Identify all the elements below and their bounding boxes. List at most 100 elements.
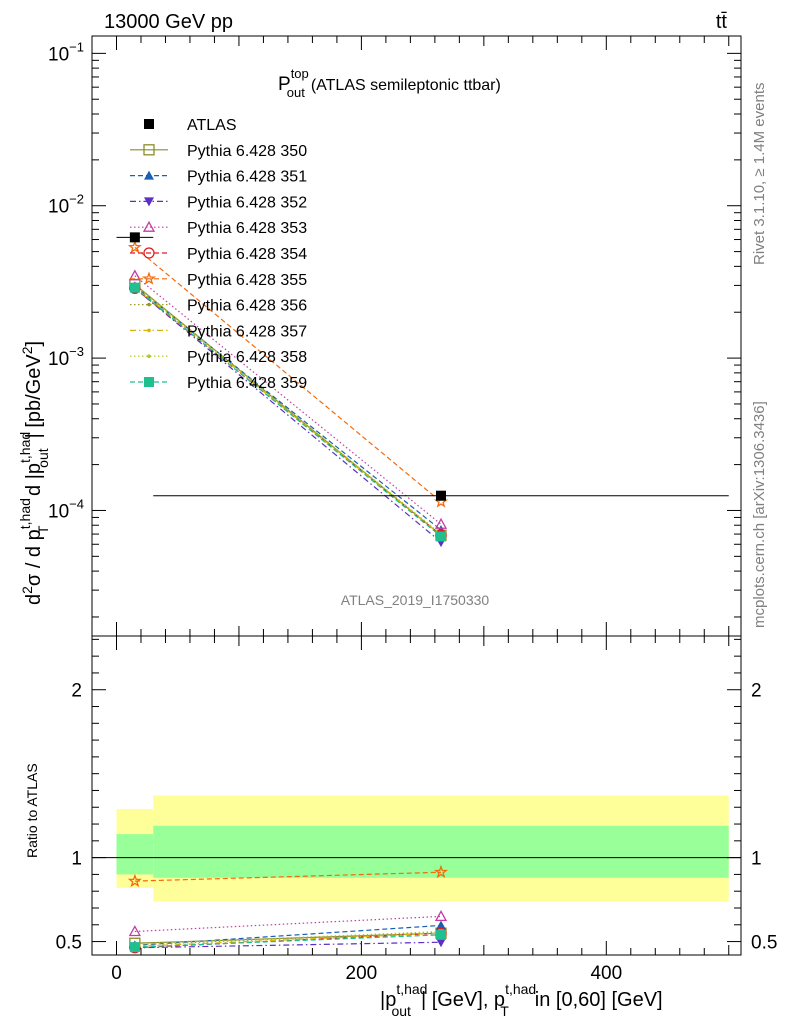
main-y-tick-label: 10−3 (48, 344, 84, 370)
legend-item-8: Pythia 6.428 358 (130, 349, 307, 366)
x-tick-label: 400 (590, 963, 622, 984)
ratio-series-line (134, 931, 442, 946)
band-inner-0 (116, 834, 154, 875)
main-title-symbol: P (278, 74, 291, 95)
main-series-line (134, 275, 442, 525)
ratio-axis-ticks: 0.5 0.5 1 1 2 2 (56, 638, 777, 954)
ratio-panel-frame (91, 635, 742, 956)
main-title-sub: out (287, 85, 305, 100)
main-series-8 (133, 283, 443, 536)
legend-marker (144, 377, 154, 387)
ratio-y-axis-label: Ratio to ATLAS (24, 763, 40, 858)
main-series-point (129, 282, 140, 293)
legend-marker (142, 220, 156, 232)
atlas-data-points (116, 232, 729, 501)
ratio-series-point (435, 929, 446, 940)
legend-item-1: Pythia 6.428 351 (130, 169, 307, 186)
main-series-point (434, 517, 448, 529)
ratio-series-point (433, 864, 449, 879)
legend-item-3: Pythia 6.428 353 (130, 220, 307, 237)
ratio-y-tick-label: 2 (71, 681, 82, 702)
ratio-y-tick-label-right: 0.5 (751, 933, 777, 954)
legend-label: Pythia 6.428 351 (187, 169, 307, 186)
x-tick-label: 200 (346, 963, 378, 984)
ratio-series-point (128, 925, 141, 937)
legend-marker (144, 170, 154, 180)
ratio-series-line (134, 871, 442, 882)
legend-item-5: Pythia 6.428 355 (130, 271, 307, 289)
legend-marker (147, 302, 151, 307)
atlas-data-point (129, 232, 140, 243)
header-process-label: tt̄ (716, 11, 728, 33)
ratio-y-tick-label-right: 1 (751, 849, 762, 870)
legend-item-7: Pythia 6.428 357 (130, 323, 307, 340)
band-inner-1 (153, 825, 729, 878)
main-axis-ticks: 10−4 10−3 10−2 10−1 (48, 39, 741, 618)
main-series-9 (129, 282, 446, 542)
ratio-series-9 (129, 929, 446, 953)
ratio-series-point (435, 938, 446, 948)
legend-item-0: Pythia 6.428 350 (130, 143, 307, 160)
main-title: Ptop out (ATLAS semileptonic ttbar) (278, 66, 501, 100)
x-axis-ticks: 0 200 400 (111, 36, 730, 984)
legend-item-4: Pythia 6.428 354 (130, 246, 307, 263)
main-y-tick-label: 10−4 (48, 496, 84, 522)
main-series-point (127, 240, 142, 254)
legend-marker (143, 247, 155, 259)
atlas-data-point (435, 490, 446, 501)
ratio-series-lines (127, 864, 449, 954)
legend-item-atlas: ATLAS (144, 117, 237, 134)
analysis-id: ATLAS_2019_I1750330 (341, 592, 490, 608)
main-series-6 (133, 284, 443, 537)
legend-label: Pythia 6.428 358 (187, 349, 307, 366)
main-series-point (128, 269, 141, 281)
legend: ATLAS Pythia 6.428 350 Pythia 6.428 351 Pyt… (130, 117, 307, 392)
legend-label: Pythia 6.428 359 (187, 375, 307, 392)
ratio-y-tick-label: 1 (71, 849, 82, 870)
rivet-version-label: Rivet 3.1.10, ≥ 1.4M events (751, 83, 768, 266)
main-series-3 (128, 269, 448, 529)
main-series-line (134, 287, 442, 543)
main-series-point (435, 531, 446, 542)
main-series-line (134, 284, 442, 535)
legend-label: Pythia 6.428 352 (187, 194, 307, 211)
legend-marker (144, 197, 154, 207)
legend-label: Pythia 6.428 353 (187, 220, 307, 237)
ratio-series-line (134, 941, 442, 949)
ratio-y-tick-label: 0.5 (56, 933, 82, 954)
legend-marker (143, 144, 155, 156)
ratio-series-5 (127, 864, 449, 888)
legend-marker (141, 271, 157, 285)
main-series-line (134, 246, 442, 503)
legend-item-9: Pythia 6.428 359 (130, 375, 307, 392)
main-y-tick-label: 10−2 (48, 192, 84, 218)
legend-label: Pythia 6.428 355 (187, 272, 307, 289)
main-series-lines (116, 232, 729, 548)
main-y-tick-label: 10−1 (48, 39, 84, 65)
legend-label-atlas: ATLAS (187, 117, 237, 134)
ratio-uncertainty-bands (92, 795, 741, 902)
ratio-series-point (127, 873, 142, 888)
main-y-axis-label: d2σ / d pt,hadT d |pt,had out| [pb/GeV2] (17, 341, 51, 605)
ratio-series-point (129, 942, 140, 953)
x-tick-label: 0 (111, 963, 122, 984)
legend-label: Pythia 6.428 350 (187, 143, 307, 160)
legend-marker (147, 328, 151, 333)
main-title-text: (ATLAS semileptonic ttbar) (311, 77, 501, 94)
ratio-series-3 (128, 910, 448, 937)
legend-marker-atlas (144, 119, 154, 129)
legend-label: Pythia 6.428 357 (187, 323, 307, 340)
ratio-series-line (134, 934, 442, 948)
main-series-line (134, 286, 442, 536)
ratio-y-tick-label-right: 2 (751, 681, 762, 702)
ratio-series-point (434, 910, 448, 922)
legend-marker (147, 354, 151, 359)
mcplots-source-label: mcplots.cern.ch [arXiv:1306.3436] (751, 401, 768, 628)
ratio-series-point (435, 920, 446, 930)
legend-item-6: Pythia 6.428 356 (130, 298, 307, 315)
ratio-series-line (134, 924, 442, 947)
main-series-line (134, 287, 442, 537)
legend-label: Pythia 6.428 354 (187, 246, 307, 263)
